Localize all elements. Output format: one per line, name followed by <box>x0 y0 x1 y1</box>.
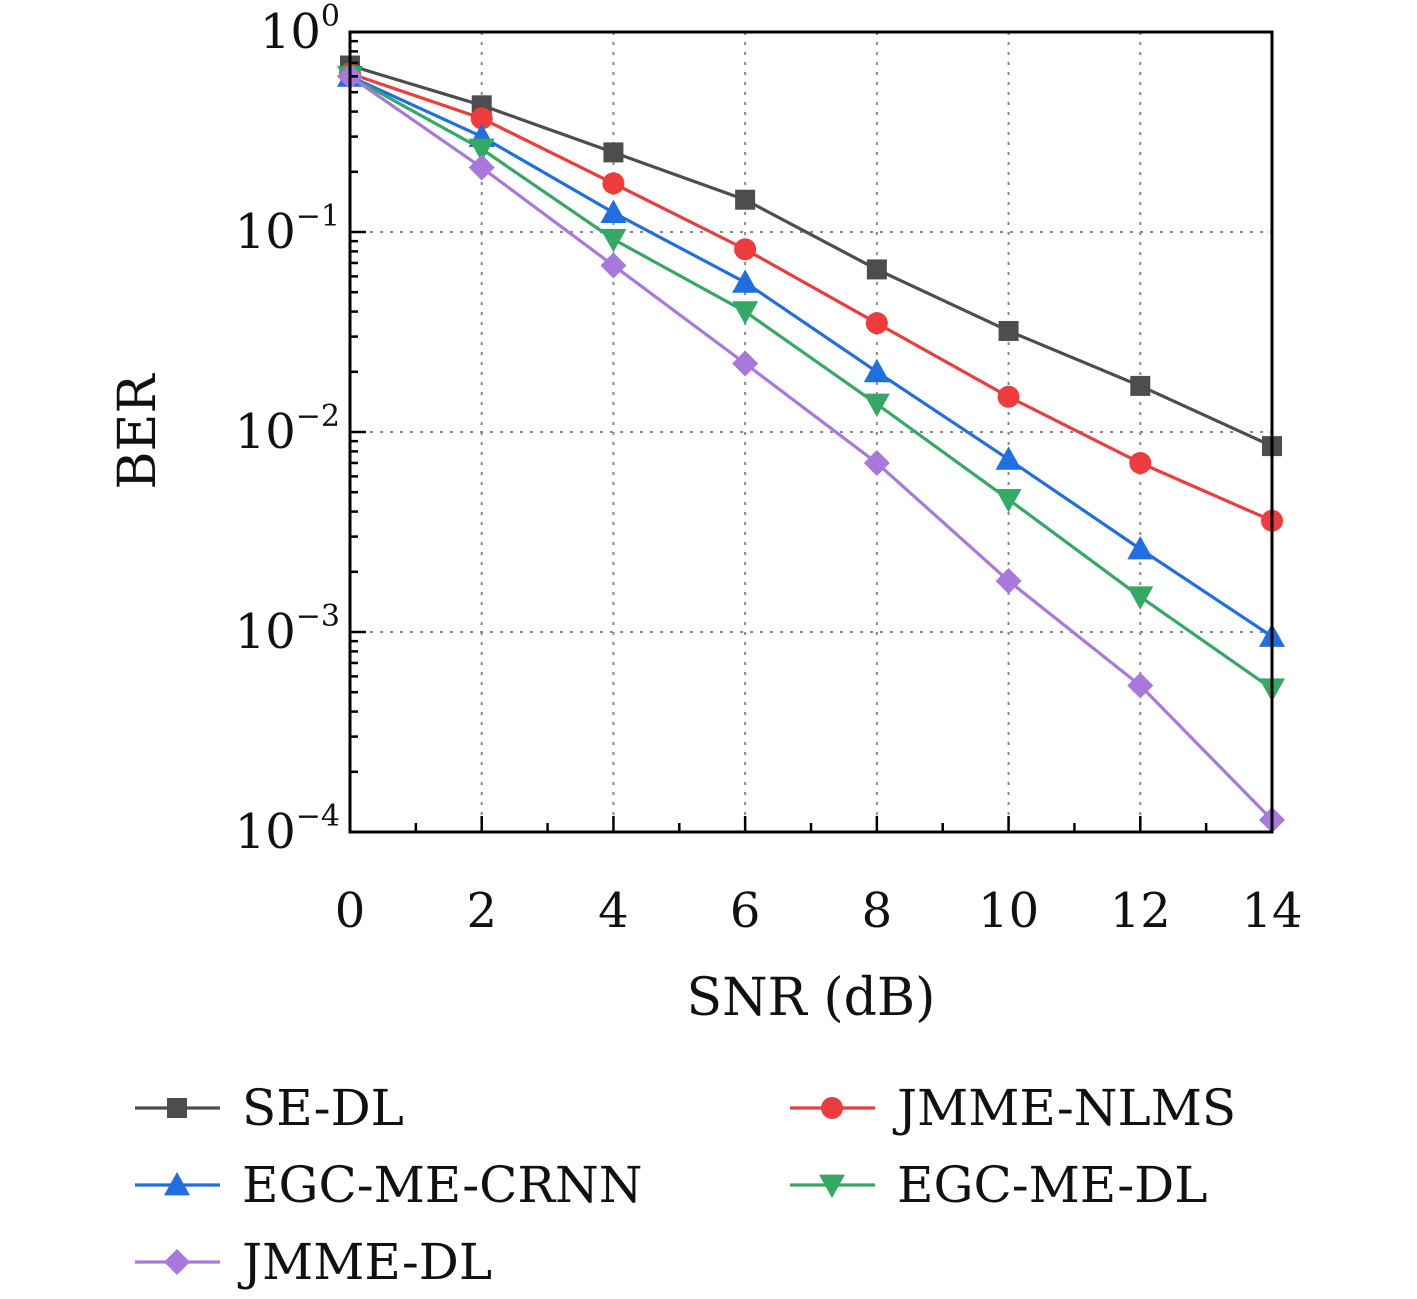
x-axis-title: SNR (dB) <box>687 968 936 1028</box>
y-tick-exponent: −3 <box>296 599 340 634</box>
series-line <box>349 72 1273 523</box>
data-point <box>735 189 756 210</box>
y-tick-label: 10−3 <box>235 599 340 660</box>
legend-item: JMME-DL <box>135 1233 492 1291</box>
x-tick-label: 6 <box>730 883 761 939</box>
data-point <box>995 567 1022 594</box>
legend-marker <box>164 1249 190 1275</box>
legend-marker <box>821 1097 843 1119</box>
x-tick-label: 4 <box>598 883 629 939</box>
legend-marker <box>167 1098 187 1118</box>
series-group <box>337 55 1285 833</box>
y-axis-title: BER <box>108 372 168 489</box>
y-tick-base: 10 <box>260 4 321 60</box>
data-point <box>1127 672 1154 699</box>
data-point <box>468 154 495 181</box>
data-point <box>732 269 759 293</box>
x-tick-label: 14 <box>1241 883 1302 939</box>
legend: SE-DL JMME-NLMS EGC-ME-CRNN EGC-ME-DL JMME-D… <box>135 1079 1236 1291</box>
data-point <box>997 385 1020 408</box>
data-point <box>468 138 495 163</box>
legend-item: EGC-ME-CRNN <box>135 1156 643 1214</box>
series-line <box>349 63 1273 448</box>
data-point <box>1130 375 1151 396</box>
data-point <box>600 199 627 224</box>
data-point <box>995 446 1022 470</box>
y-tick-exponent: −1 <box>296 199 340 234</box>
data-point <box>863 393 890 418</box>
ticks <box>348 30 1274 834</box>
y-tick-exponent: −4 <box>296 799 340 834</box>
y-tick-base: 10 <box>235 604 296 660</box>
data-point <box>603 142 624 163</box>
legend-label: JMME-NLMS <box>892 1079 1236 1137</box>
grid <box>350 32 1272 832</box>
legend-marker <box>164 1172 190 1196</box>
data-point <box>995 489 1022 513</box>
x-tick-label: 12 <box>1110 883 1171 939</box>
data-point <box>1127 536 1154 560</box>
data-point <box>1127 586 1154 610</box>
y-tick-label: 10−4 <box>235 799 340 860</box>
data-point <box>470 107 493 130</box>
series-line <box>349 74 1273 638</box>
legend-item: JMME-NLMS <box>790 1079 1236 1137</box>
data-point <box>600 228 627 253</box>
data-point <box>732 301 759 325</box>
data-point <box>734 238 757 261</box>
y-tick-label: 10−1 <box>235 199 340 260</box>
data-point <box>998 320 1019 341</box>
y-tick-label: 100 <box>260 0 340 60</box>
legend-label: SE-DL <box>242 1079 404 1137</box>
y-tick-exponent: −2 <box>296 399 340 434</box>
y-tick-base: 10 <box>235 404 296 460</box>
data-point <box>865 312 888 335</box>
legend-marker <box>819 1174 845 1198</box>
data-point <box>600 252 627 279</box>
data-point <box>866 259 887 280</box>
series-jmme-dl <box>337 63 1285 833</box>
x-tick-label: 10 <box>978 883 1039 939</box>
x-tick-labels: 0 2 4 6 8 10 12 14 <box>335 883 1303 939</box>
y-tick-exponent: 0 <box>321 0 340 34</box>
x-tick-label: 2 <box>466 883 497 939</box>
series-egc-me-dl <box>337 65 1285 702</box>
series-line <box>349 74 1273 691</box>
legend-label: EGC-ME-CRNN <box>242 1156 643 1214</box>
data-point <box>863 449 890 476</box>
legend-label: EGC-ME-DL <box>897 1156 1207 1214</box>
y-tick-base: 10 <box>235 204 296 260</box>
data-point <box>1129 451 1152 474</box>
x-tick-label: 8 <box>862 883 893 939</box>
data-point <box>732 350 759 377</box>
x-tick-label: 0 <box>335 883 366 939</box>
series-line <box>349 75 1274 821</box>
data-point <box>602 172 625 195</box>
data-point <box>863 358 890 383</box>
y-tick-label: 10−2 <box>235 399 340 460</box>
legend-label: JMME-DL <box>237 1233 492 1291</box>
legend-item: EGC-ME-DL <box>790 1156 1207 1214</box>
legend-item: SE-DL <box>135 1079 404 1137</box>
y-tick-base: 10 <box>235 804 296 860</box>
